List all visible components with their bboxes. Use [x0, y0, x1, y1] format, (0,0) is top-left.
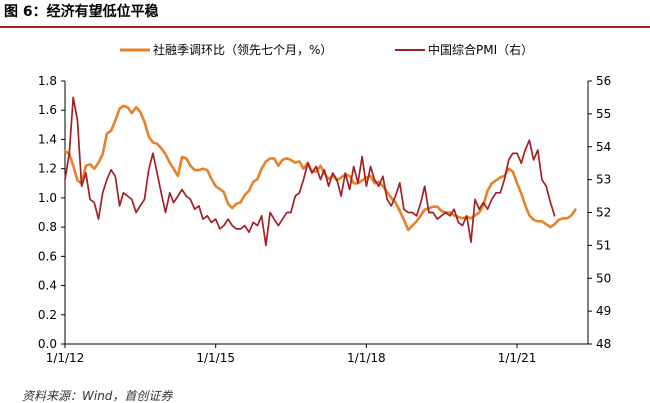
left-tick-label: 1.2 [38, 162, 57, 176]
x-tick-label: 1/1/15 [196, 351, 235, 365]
series-line-shehui [63, 104, 577, 232]
legend: 社融季调环比（领先七个月，%） 中国综合PMI（右） [120, 42, 533, 57]
x-tick-label: 1/1/12 [46, 351, 85, 365]
axes: 0.0 0.2 0.4 0.6 0.8 1.0 1.2 1.4 1.6 1.8 48 49 50 51 52… [38, 74, 611, 365]
chart: 社融季调环比（领先七个月，%） 中国综合PMI（右） 0.00.20.40.60… [38, 42, 611, 365]
series-line-pmi [64, 96, 556, 247]
x-tick-label: 1/1/18 [347, 351, 386, 365]
source-note: 资料来源：Wind，首创证券 [22, 389, 173, 403]
left-tick-label: 1.0 [38, 191, 57, 205]
right-tick-label: 49 [596, 304, 611, 318]
right-tick-label: 56 [596, 74, 611, 88]
right-tick-label: 48 [596, 337, 611, 351]
right-tick-label: 52 [596, 206, 611, 220]
right-tick-label: 53 [596, 173, 611, 187]
left-tick-label: 1.8 [38, 74, 57, 88]
right-tick-label: 50 [596, 271, 611, 285]
left-tick-label: 0.8 [38, 220, 57, 234]
legend-label-shehui: 社融季调环比（领先七个月，%） [153, 42, 332, 57]
figure-title: 图 6：经济有望低位平稳 [4, 4, 159, 20]
left-tick-label: 1.4 [38, 132, 57, 146]
title-rule [0, 26, 650, 28]
left-tick-label: 0.0 [38, 337, 57, 351]
right-tick-label: 51 [596, 238, 611, 252]
right-tick-label: 55 [596, 107, 611, 121]
x-tick-label: 1/1/21 [498, 351, 537, 365]
series-layer [63, 96, 577, 247]
left-tick-label: 1.6 [38, 103, 57, 117]
left-tick-label: 0.2 [38, 308, 57, 322]
left-tick-label: 0.6 [38, 249, 57, 263]
left-tick-label: 0.4 [38, 279, 57, 293]
right-tick-label: 54 [596, 140, 611, 154]
legend-label-pmi: 中国综合PMI（右） [428, 42, 533, 57]
